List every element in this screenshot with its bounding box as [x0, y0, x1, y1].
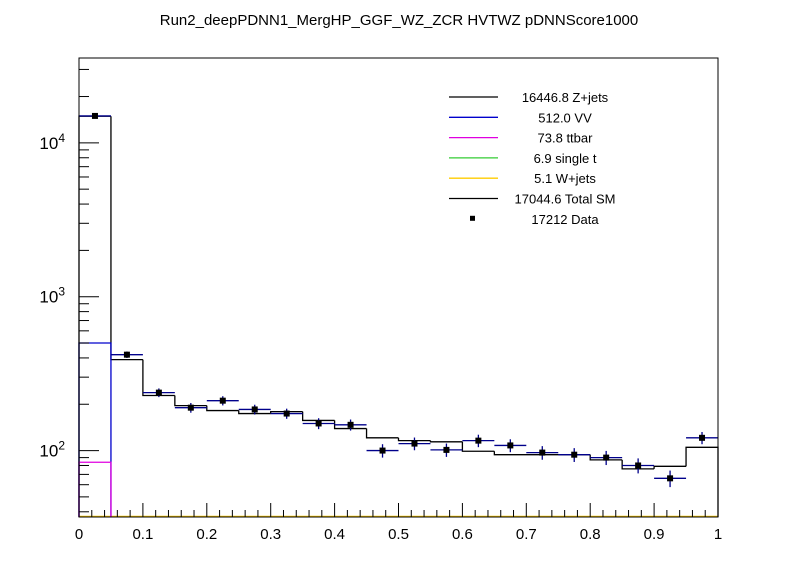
data-marker [187, 404, 194, 411]
data-marker [635, 462, 642, 469]
x-tick-label: 0.7 [516, 526, 537, 543]
data-point [462, 434, 495, 448]
data-marker [539, 449, 546, 456]
data-marker [251, 406, 258, 413]
data-marker [91, 112, 98, 119]
data-point [494, 439, 527, 453]
data-point [142, 388, 175, 398]
data-marker [603, 454, 610, 461]
chart-title: Run2_deepPDNN1_MergHP_GGF_WZ_ZCR HVTWZ p… [160, 12, 639, 29]
x-tick-label: 0.9 [644, 526, 665, 543]
data-point [79, 112, 111, 119]
data-marker [507, 442, 514, 449]
data-marker [475, 437, 482, 444]
data-marker [411, 440, 418, 447]
data-point [398, 437, 431, 451]
legend-label: 16446.8 Z+jets [522, 90, 609, 105]
data-point [558, 448, 591, 462]
data-marker [667, 475, 674, 482]
data-point [174, 402, 207, 413]
legend-entry: 17212 Data [470, 212, 599, 227]
data-point [686, 432, 718, 445]
x-tick-label: 0.4 [324, 526, 345, 543]
data-marker [155, 389, 162, 396]
y-tick-label: 102 [39, 439, 65, 461]
hist-vv [78, 342, 112, 517]
data-marker [699, 434, 706, 441]
x-tick-label: 0.3 [260, 526, 281, 543]
data-point [590, 450, 623, 466]
data-point [110, 351, 143, 359]
x-tick-label: 0.6 [452, 526, 473, 543]
data-point [622, 458, 655, 474]
data-point [270, 408, 303, 419]
legend-label: 17212 Data [531, 212, 599, 227]
data-point [334, 419, 367, 431]
x-tick-label: 0.5 [388, 526, 409, 543]
y-tick-label: 103 [39, 285, 65, 307]
data-point [302, 418, 335, 430]
data-marker [379, 447, 386, 454]
legend-label: 512.0 VV [538, 110, 592, 125]
legend-entry: 5.1 W+jets [449, 171, 596, 186]
data-point [238, 404, 271, 415]
data-marker [347, 421, 354, 428]
legend-label: 17044.6 Total SM [515, 192, 616, 207]
x-tick-label: 0.1 [132, 526, 153, 543]
legend-entry: 73.8 ttbar [449, 131, 593, 146]
hist-ttbar [78, 461, 112, 517]
data-point [206, 396, 239, 406]
legend-label: 5.1 W+jets [534, 171, 596, 186]
y-tick-label: 104 [39, 131, 65, 153]
legend-entry: 6.9 single t [449, 151, 597, 166]
plot-frame [78, 57, 719, 518]
legend-entry: 16446.8 Z+jets [449, 90, 609, 105]
data-marker [219, 397, 226, 404]
data-point [526, 446, 559, 460]
data-point [366, 444, 399, 458]
legend-marker [470, 215, 475, 221]
data-marker [315, 420, 322, 427]
data-point [654, 470, 687, 488]
legend-entry: 17044.6 Total SM [449, 192, 615, 207]
data-marker [283, 410, 290, 417]
legend-label: 73.8 ttbar [538, 131, 594, 146]
data-point [430, 443, 463, 457]
legend-label: 6.9 single t [534, 151, 597, 166]
legend: 16446.8 Z+jets 512.0 VV 73.8 ttbar 6.9 sing… [449, 90, 615, 227]
x-tick-label: 0.8 [580, 526, 601, 543]
x-tick-label: 1 [714, 526, 722, 543]
hist-total-sm [78, 115, 719, 517]
data-marker [123, 351, 130, 358]
x-tick-label: 0.2 [196, 526, 217, 543]
legend-entry: 512.0 VV [449, 110, 592, 125]
data-marker [443, 446, 450, 453]
x-tick-label: 0 [75, 526, 83, 543]
data-marker [571, 451, 578, 458]
